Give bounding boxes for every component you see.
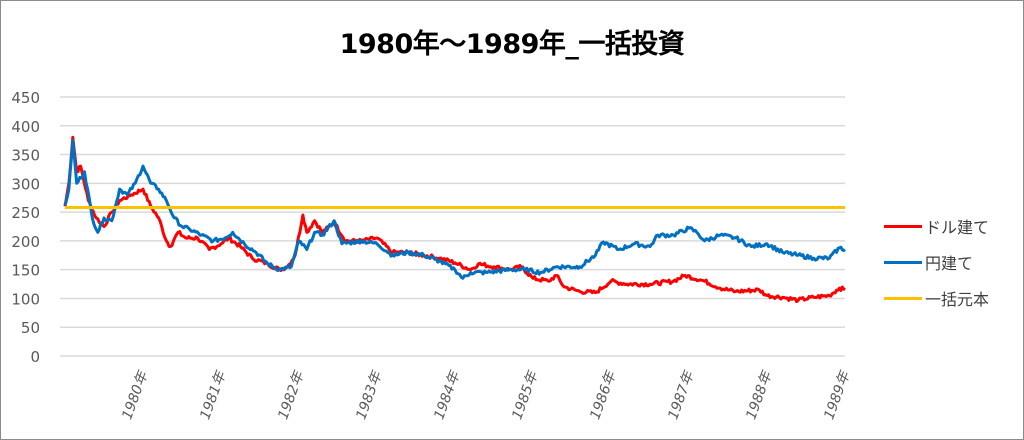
legend-swatch [884, 260, 922, 264]
x-tick-label: 1985年 [509, 368, 542, 422]
y-tick-label: 400 [11, 118, 40, 136]
series-line-1 [63, 138, 846, 280]
x-tick-label: 1984年 [431, 368, 464, 422]
y-tick-label: 200 [11, 233, 40, 251]
legend-swatch [884, 296, 922, 300]
y-tick-label: 100 [11, 290, 40, 308]
y-tick-label: 50 [21, 319, 40, 337]
y-tick-label: 300 [11, 175, 40, 193]
x-tick-label: 1988年 [743, 368, 776, 422]
series-line-0 [63, 135, 846, 304]
y-tick-label: 150 [11, 262, 40, 280]
x-tick-label: 1986年 [587, 368, 620, 422]
x-tick-label: 1980年 [119, 368, 152, 422]
x-tick-label: 1981年 [197, 368, 230, 422]
y-tick-label: 450 [11, 89, 40, 107]
legend-item: ドル建て [884, 208, 989, 244]
y-tick-label: 0 [30, 348, 40, 366]
chart-title: 1980年～1989年_一括投資 [339, 29, 685, 60]
x-tick-label: 1989年 [821, 368, 854, 422]
x-tick-label: 1982年 [275, 368, 308, 422]
y-tick-label: 350 [11, 147, 40, 165]
legend-swatch [884, 224, 922, 228]
legend-label: 一括元本 [925, 290, 990, 309]
legend-item: 円建て [884, 244, 989, 280]
legend-label: 円建て [925, 254, 974, 273]
y-tick-label: 250 [11, 204, 40, 222]
legend: ドル建て円建て一括元本 [884, 208, 989, 316]
legend-label: ドル建て [925, 218, 990, 237]
x-tick-label: 1983年 [353, 368, 386, 422]
legend-item: 一括元本 [884, 280, 989, 316]
x-tick-label: 1987年 [665, 368, 698, 422]
